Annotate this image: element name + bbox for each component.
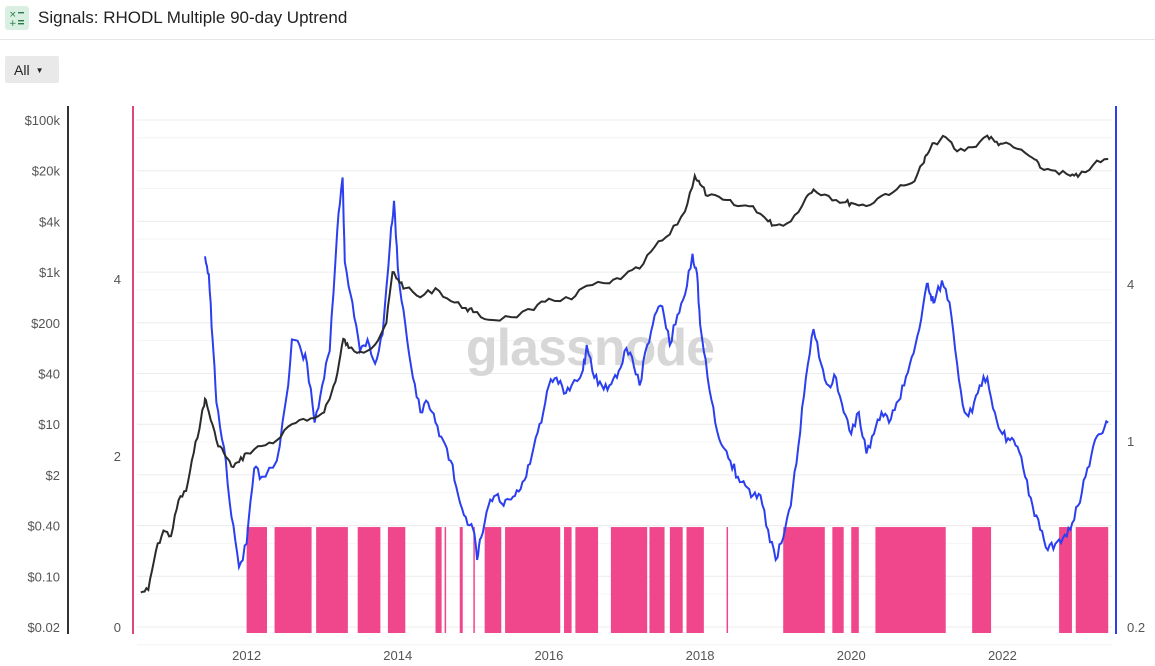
signal-bar [564, 527, 572, 633]
page-title: Signals: RHODL Multiple 90-day Uptrend [38, 8, 348, 27]
rhodl-tick-label: 1 [1127, 434, 1134, 449]
signal-bar [357, 527, 381, 633]
signal-bar [444, 527, 447, 633]
chart-ticks: $0.02 $0.10 $0.40 $2 $10 $40 $200 $1k $4k $20k $10… [25, 113, 1146, 663]
signal-bar [484, 527, 502, 633]
x-tick-label: 2016 [534, 648, 563, 663]
signal-bar [669, 527, 683, 633]
signal-bar [1059, 527, 1072, 633]
price-tick-label: $0.10 [27, 569, 60, 584]
price-tick-label: $10 [38, 417, 60, 432]
signal-tick-label: 4 [114, 272, 121, 287]
x-tick-label: 2012 [232, 648, 261, 663]
signal-bar [1075, 527, 1109, 633]
signal-bar [686, 527, 704, 633]
signal-bar [274, 527, 312, 633]
page-header: × + Signals: RHODL Multiple 90-day Uptre… [0, 0, 1155, 40]
signal-bar [972, 527, 992, 633]
calculator-icon: × + [5, 6, 29, 30]
price-tick-label: $4k [39, 214, 60, 229]
signal-bar [246, 527, 267, 633]
signal-bars [246, 527, 1109, 633]
svg-text:+: + [9, 19, 17, 29]
price-tick-label: $0.40 [27, 519, 60, 534]
rhodl-tick-label: 0.2 [1127, 620, 1145, 635]
price-tick-label: $200 [31, 316, 60, 331]
price-tick-label: $1k [39, 265, 60, 280]
signal-bar [387, 527, 406, 633]
signal-bar [435, 527, 442, 633]
signal-bar [316, 527, 348, 633]
signal-tick-label: 0 [114, 620, 121, 635]
price-tick-label: $100k [25, 113, 61, 128]
x-tick-label: 2014 [383, 648, 412, 663]
x-tick-label: 2022 [988, 648, 1017, 663]
signal-bar [610, 527, 648, 633]
signal-bar [473, 527, 475, 633]
range-filter-dropdown[interactable]: All ▼ [5, 56, 59, 83]
signal-bar [575, 527, 599, 633]
signal-bar [505, 527, 561, 633]
signal-bar [783, 527, 825, 633]
svg-text:×: × [9, 10, 17, 20]
chart-axes [67, 106, 1117, 634]
signal-bar [726, 527, 729, 633]
rhodl-series-line [204, 177, 1109, 571]
signal-bar [875, 527, 946, 633]
signal-tick-label: 2 [114, 449, 121, 464]
signal-bar [649, 527, 665, 633]
watermark: glassnode [466, 319, 714, 377]
rhodl-tick-label: 4 [1127, 277, 1134, 292]
x-tick-label: 2020 [837, 648, 866, 663]
signal-bar [459, 527, 463, 633]
x-tick-label: 2018 [686, 648, 715, 663]
range-filter-label: All [14, 62, 30, 78]
price-tick-label: $2 [46, 468, 60, 483]
signal-bar [851, 527, 859, 633]
caret-down-icon: ▼ [35, 66, 44, 75]
price-tick-label: $20k [32, 164, 61, 179]
signal-bar [832, 527, 844, 633]
price-series-line [140, 134, 1109, 594]
price-tick-label: $0.02 [27, 620, 60, 635]
price-tick-label: $40 [38, 367, 60, 382]
